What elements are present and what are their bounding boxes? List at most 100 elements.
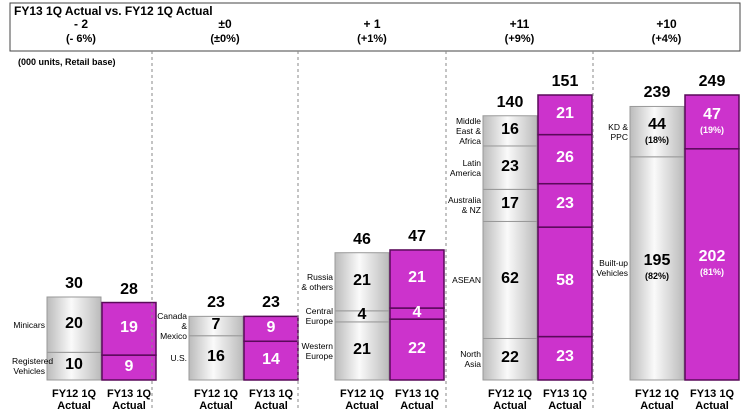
change: +10 [656,17,677,31]
bar-segment [684,94,740,150]
segment-value: 7 [211,316,221,334]
series-label: Central Europe [305,306,333,327]
x-tick-label: FY13 1Q Actual [248,388,294,412]
bar-segment [334,252,390,312]
total-label: 239 [643,84,671,102]
series-label: KD & PPC [608,121,628,142]
segment-value: 47 [703,105,721,123]
segment-value: 23 [556,348,574,366]
x-tick-label: FY12 1Q Actual [339,388,385,412]
note: (000 units, Retail base) [18,57,116,67]
segment-value: 4 [357,306,367,324]
segment-value: 23 [556,195,574,213]
x-tick-label: FY13 1Q Actual [394,388,440,412]
segment-value: 4 [412,303,422,321]
bar-segment [537,335,593,381]
series-label: Minicars [13,319,45,330]
segment-value: 9 [266,318,276,336]
segment-value: 21 [353,340,371,358]
bar-segment [334,321,390,381]
total-label: 23 [262,294,280,312]
bar-segment [629,156,685,381]
share-label: (19%) [699,124,724,135]
bar-segment [537,94,593,136]
header-box [9,2,741,52]
total-label: 23 [207,294,225,312]
x-tick-label: FY12 1Q Actual [193,388,239,412]
series-label: Latin America [449,157,481,178]
bar-segment [243,315,299,343]
total-label: 249 [698,73,726,90]
change-pct: (+4%) [651,33,682,45]
share-label: (18%) [644,134,669,145]
bar-segment [629,105,685,158]
segment-value: 26 [556,149,574,167]
segment-value: 202 [698,248,726,266]
total-label: 28 [120,280,138,298]
bar-segment [101,301,157,356]
bar-segment [482,115,538,147]
change-pct: (+9%) [504,33,535,45]
bar-segment [684,148,740,381]
x-tick-label: FY13 1Q Actual [106,388,152,412]
series-label: Russia & others [301,271,333,292]
segment-value: 17 [501,195,519,213]
series-label: U.S. [170,352,187,363]
segment-value: 21 [353,271,371,289]
bar-segment [482,337,538,381]
segment-value: 9 [124,357,134,375]
x-tick-label: FY13 1Q Actual [689,388,735,412]
bar-segment [46,296,102,353]
segment-value: 21 [408,269,426,286]
segment-value: 44 [648,115,666,133]
share-label: (82%) [644,271,669,282]
total-label: 140 [496,93,524,111]
x-tick-label: FY12 1Q Actual [51,388,97,412]
x-tick-label: FY12 1Q Actual [634,388,680,412]
bar-segment [188,335,244,381]
change: - 2 [73,17,88,31]
segment-value: 58 [556,271,574,289]
series-label: ASEAN [452,274,481,285]
bar-segment [482,220,538,339]
bar-segment [188,315,244,337]
segment-value: 14 [262,350,280,368]
segment-value: 21 [556,104,574,122]
bar-segment [243,340,299,381]
segment-value: 195 [643,252,671,270]
series-label: Middle East & Africa [455,115,481,146]
x-tick-label: FY12 1Q Actual [487,388,533,412]
series-label: North Asia [460,349,481,370]
bar-segment [537,226,593,338]
bar-segment [537,133,593,185]
total-label: 47 [408,227,426,245]
segment-value: 62 [501,269,519,287]
title: FY13 1Q Actual vs. FY12 1Q Actual [14,4,213,18]
segment-value: 10 [65,356,83,374]
share-label: (81%) [699,267,724,278]
series-label: Registered Vehicles [12,356,54,377]
change: ±0 [218,17,232,31]
series-label: Australia & NZ [448,195,482,216]
total-label: 46 [353,230,371,248]
total-label: 30 [65,274,83,292]
change: +11 [509,17,530,31]
x-tick-label: FY13 1Q Actual [542,388,588,412]
segment-value: 16 [501,120,519,138]
change-pct: (+1%) [357,33,387,45]
bar-segment [389,249,445,309]
segment-value: 19 [120,318,138,336]
segment-value: 22 [408,339,426,357]
bar-segment [537,182,593,228]
segment-value: 22 [501,349,519,367]
series-label: Western Europe [301,340,334,361]
change-pct: (±0%) [210,33,240,45]
segment-value: 20 [65,314,83,332]
series-label: Canada & Mexico [157,311,187,342]
segment-value: 16 [207,347,225,365]
bar-segment [482,188,538,222]
change: + 1 [363,17,381,31]
bar-segment [482,145,538,190]
